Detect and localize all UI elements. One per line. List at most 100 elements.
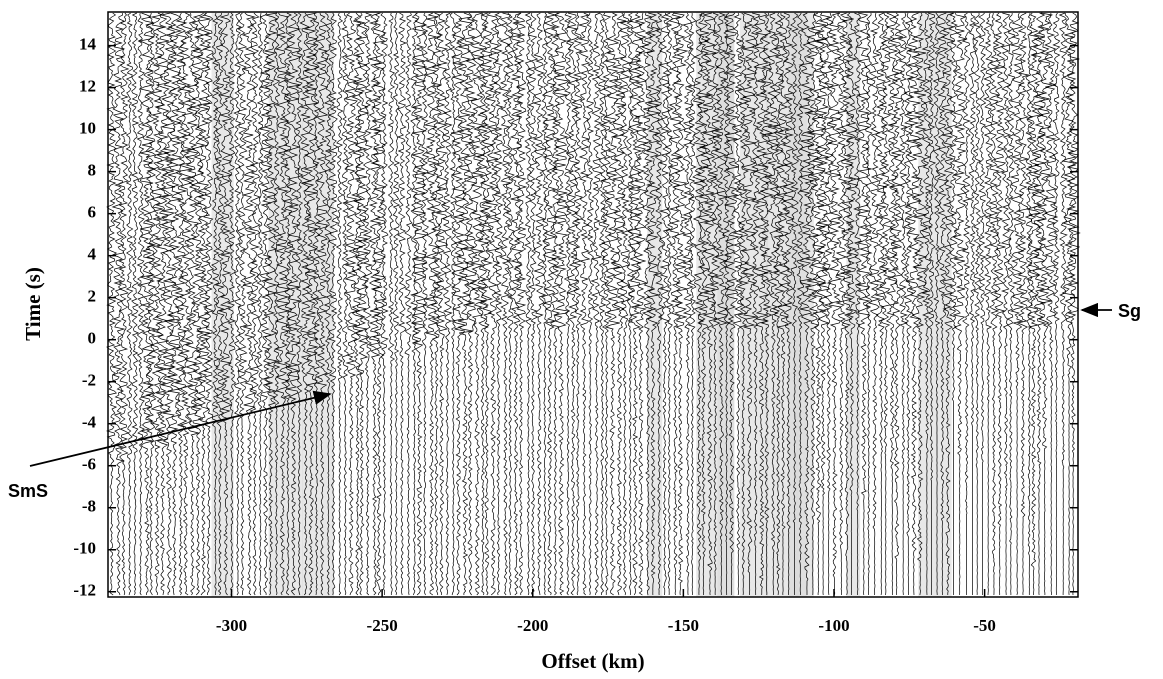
trace — [822, 12, 836, 596]
trace — [177, 12, 195, 596]
trace — [682, 12, 694, 596]
trace — [921, 12, 933, 596]
trace — [563, 12, 573, 596]
x-tick-label: -250 — [367, 616, 398, 635]
trace — [626, 12, 645, 596]
trace — [423, 12, 440, 596]
trace — [741, 12, 758, 595]
trace — [476, 12, 490, 596]
trace — [603, 12, 622, 596]
y-tick-label: 2 — [88, 287, 97, 306]
trace — [941, 12, 956, 595]
trace — [343, 12, 359, 596]
trace — [644, 12, 661, 596]
trace — [281, 12, 294, 596]
trace — [371, 12, 387, 596]
trace — [218, 12, 233, 596]
y-tick-label: 8 — [88, 161, 97, 180]
trace — [272, 12, 281, 596]
trace — [351, 12, 364, 596]
trace — [396, 12, 407, 596]
trace — [611, 12, 627, 596]
trace — [463, 12, 478, 596]
trace — [524, 12, 533, 596]
trace — [263, 12, 279, 596]
trace — [790, 12, 800, 596]
trace — [409, 12, 420, 596]
trace — [585, 12, 595, 596]
trace — [136, 12, 145, 596]
trace — [368, 12, 382, 596]
y-tick-label: -12 — [73, 581, 96, 600]
trace — [105, 12, 118, 596]
trace — [759, 12, 774, 596]
trace — [195, 12, 211, 596]
y-tick-label: 12 — [79, 77, 96, 96]
trace — [420, 12, 430, 596]
trace — [826, 12, 843, 596]
trace — [782, 12, 795, 596]
trace — [798, 12, 815, 595]
sms-arrow — [29, 390, 332, 467]
trace — [625, 12, 635, 596]
trace — [125, 12, 134, 596]
trace — [572, 12, 583, 596]
trace — [952, 12, 967, 596]
trace — [211, 12, 220, 596]
trace — [214, 12, 226, 596]
trace — [233, 12, 242, 596]
trace — [248, 12, 261, 596]
trace — [299, 12, 312, 596]
trace — [618, 12, 631, 596]
trace — [434, 12, 449, 596]
trace — [565, 12, 580, 596]
trace — [948, 12, 959, 596]
trace — [505, 12, 515, 596]
trace — [972, 12, 982, 596]
trace — [932, 12, 941, 596]
trace — [130, 12, 140, 596]
trace — [150, 12, 165, 596]
trace — [597, 12, 608, 596]
trace — [853, 12, 862, 596]
trace — [577, 12, 591, 596]
trace — [701, 12, 718, 596]
trace — [111, 12, 126, 596]
trace — [362, 12, 374, 596]
trace — [936, 12, 949, 596]
trace — [600, 12, 612, 596]
trace — [335, 12, 344, 596]
trace — [988, 12, 1001, 596]
annotation: Sg — [1118, 301, 1141, 321]
trace — [722, 12, 731, 595]
trace — [509, 12, 524, 596]
trace — [294, 12, 304, 596]
trace — [1061, 13, 1078, 596]
trace — [736, 12, 750, 596]
y-tick-label: 4 — [88, 245, 97, 264]
trace — [541, 12, 558, 596]
trace — [968, 12, 977, 596]
x-tick-label: -100 — [818, 616, 849, 635]
trace — [815, 12, 832, 596]
trace — [839, 12, 855, 596]
y-tick-label: -2 — [82, 371, 96, 390]
trace — [766, 12, 780, 596]
trace — [327, 12, 339, 596]
trace — [302, 12, 319, 596]
trace — [902, 12, 915, 595]
shade — [788, 12, 808, 597]
trace — [713, 12, 729, 595]
trace — [844, 12, 858, 596]
y-tick-label: 14 — [79, 35, 97, 54]
trace — [450, 12, 467, 596]
traces — [105, 12, 1081, 597]
trace — [258, 12, 274, 595]
trace — [226, 12, 237, 596]
trace — [155, 12, 170, 596]
trace — [1016, 12, 1030, 596]
trace — [552, 12, 570, 596]
trace — [864, 12, 873, 596]
trace — [449, 12, 457, 596]
